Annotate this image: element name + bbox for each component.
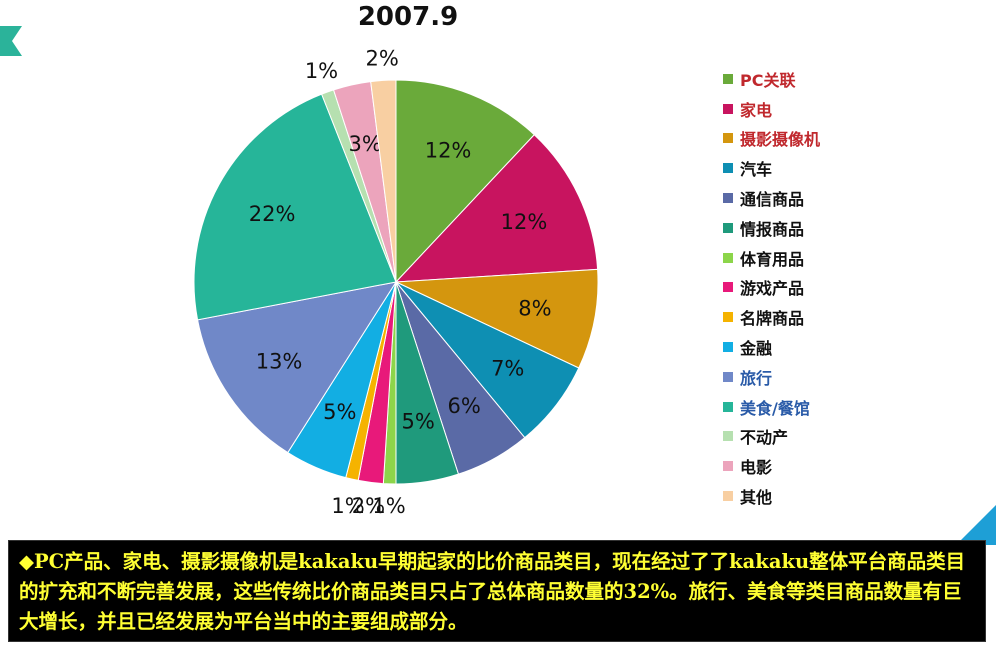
legend-swatch xyxy=(723,163,733,174)
legend-item: 名牌商品 xyxy=(723,302,820,332)
legend-item: PC关联 xyxy=(723,64,820,94)
summary-note: ◆PC产品、家电、摄影摄像机是kakaku早期起家的比价商品类目，现在经过了了k… xyxy=(8,540,986,642)
legend-item: 家电 xyxy=(723,94,820,124)
legend-label: PC关联 xyxy=(740,70,796,90)
pie-slice xyxy=(394,134,599,283)
slice-data-label: 12% xyxy=(501,210,548,234)
slice-data-label: 8% xyxy=(518,296,551,320)
legend-swatch xyxy=(723,312,733,323)
legend-swatch xyxy=(723,133,733,144)
legend-item: 其他 xyxy=(723,481,820,511)
legend-swatch xyxy=(723,103,733,114)
slice-data-label: 1% xyxy=(305,59,338,83)
chart-title: 2007.9 xyxy=(357,2,459,32)
legend-label: 游戏产品 xyxy=(740,279,805,299)
legend-swatch xyxy=(723,491,733,502)
legend-label: 情报商品 xyxy=(740,219,805,239)
slice-data-label: 5% xyxy=(323,400,356,424)
legend-label: 金融 xyxy=(740,339,773,359)
legend-swatch xyxy=(723,401,733,412)
legend-item: 电影 xyxy=(723,451,820,481)
pie-slice xyxy=(395,79,535,284)
legend-item: 不动产 xyxy=(723,422,820,452)
legend-swatch xyxy=(723,193,733,204)
legend-swatch xyxy=(723,371,733,382)
legend-label: 名牌商品 xyxy=(740,309,805,329)
slice-data-label: 13% xyxy=(256,349,303,373)
legend-swatch xyxy=(723,342,733,353)
legend-label: 家电 xyxy=(740,100,773,120)
legend-swatch xyxy=(723,73,733,84)
legend-item: 旅行 xyxy=(723,362,820,392)
pie-slice xyxy=(370,79,397,283)
slice-data-label: 2% xyxy=(352,494,385,518)
corner-decoration xyxy=(956,505,996,545)
legend-label: 不动产 xyxy=(740,428,789,448)
slice-data-label: 5% xyxy=(401,410,434,434)
legend-swatch xyxy=(723,222,733,233)
corner-shape xyxy=(956,505,996,545)
legend-label: 汽车 xyxy=(740,160,773,180)
legend-label: 电影 xyxy=(740,458,773,478)
legend-item: 体育用品 xyxy=(723,243,820,273)
slice-data-label: 7% xyxy=(491,357,524,381)
legend-item: 摄影摄像机 xyxy=(723,124,820,154)
slice-data-label: 1% xyxy=(372,494,405,518)
legend-label: 体育用品 xyxy=(740,249,805,269)
legend-item: 汽车 xyxy=(723,153,820,183)
slice-data-label: 6% xyxy=(447,394,480,418)
legend-item: 游戏产品 xyxy=(723,273,820,303)
legend-label: 旅行 xyxy=(740,368,773,388)
slice-data-label: 12% xyxy=(425,139,472,163)
legend-item: 情报商品 xyxy=(723,213,820,243)
slice-data-label: 2% xyxy=(366,46,399,70)
chart-legend: PC关联家电摄影摄像机汽车通信商品情报商品体育用品游戏产品名牌商品金融旅行美食/… xyxy=(723,64,820,511)
legend-item: 通信商品 xyxy=(723,183,820,213)
slice-data-label: 3% xyxy=(348,132,381,156)
legend-item: 美食/餐馆 xyxy=(723,392,820,422)
slide-tab-marker xyxy=(0,26,22,56)
legend-item: 金融 xyxy=(723,332,820,362)
legend-swatch xyxy=(723,431,733,442)
legend-swatch xyxy=(723,252,733,263)
pie-slice xyxy=(395,268,599,369)
pie-slice xyxy=(196,281,398,454)
legend-swatch xyxy=(723,282,733,293)
slice-data-label: 22% xyxy=(249,202,296,226)
legend-label: 通信商品 xyxy=(740,190,805,210)
legend-label: 其他 xyxy=(740,488,773,508)
slice-data-label: 1% xyxy=(331,494,364,518)
pie-slice xyxy=(193,93,397,321)
tab-shape xyxy=(0,26,22,56)
legend-swatch xyxy=(723,461,733,472)
legend-label: 摄影摄像机 xyxy=(740,130,821,150)
legend-label: 美食/餐馆 xyxy=(740,398,810,418)
